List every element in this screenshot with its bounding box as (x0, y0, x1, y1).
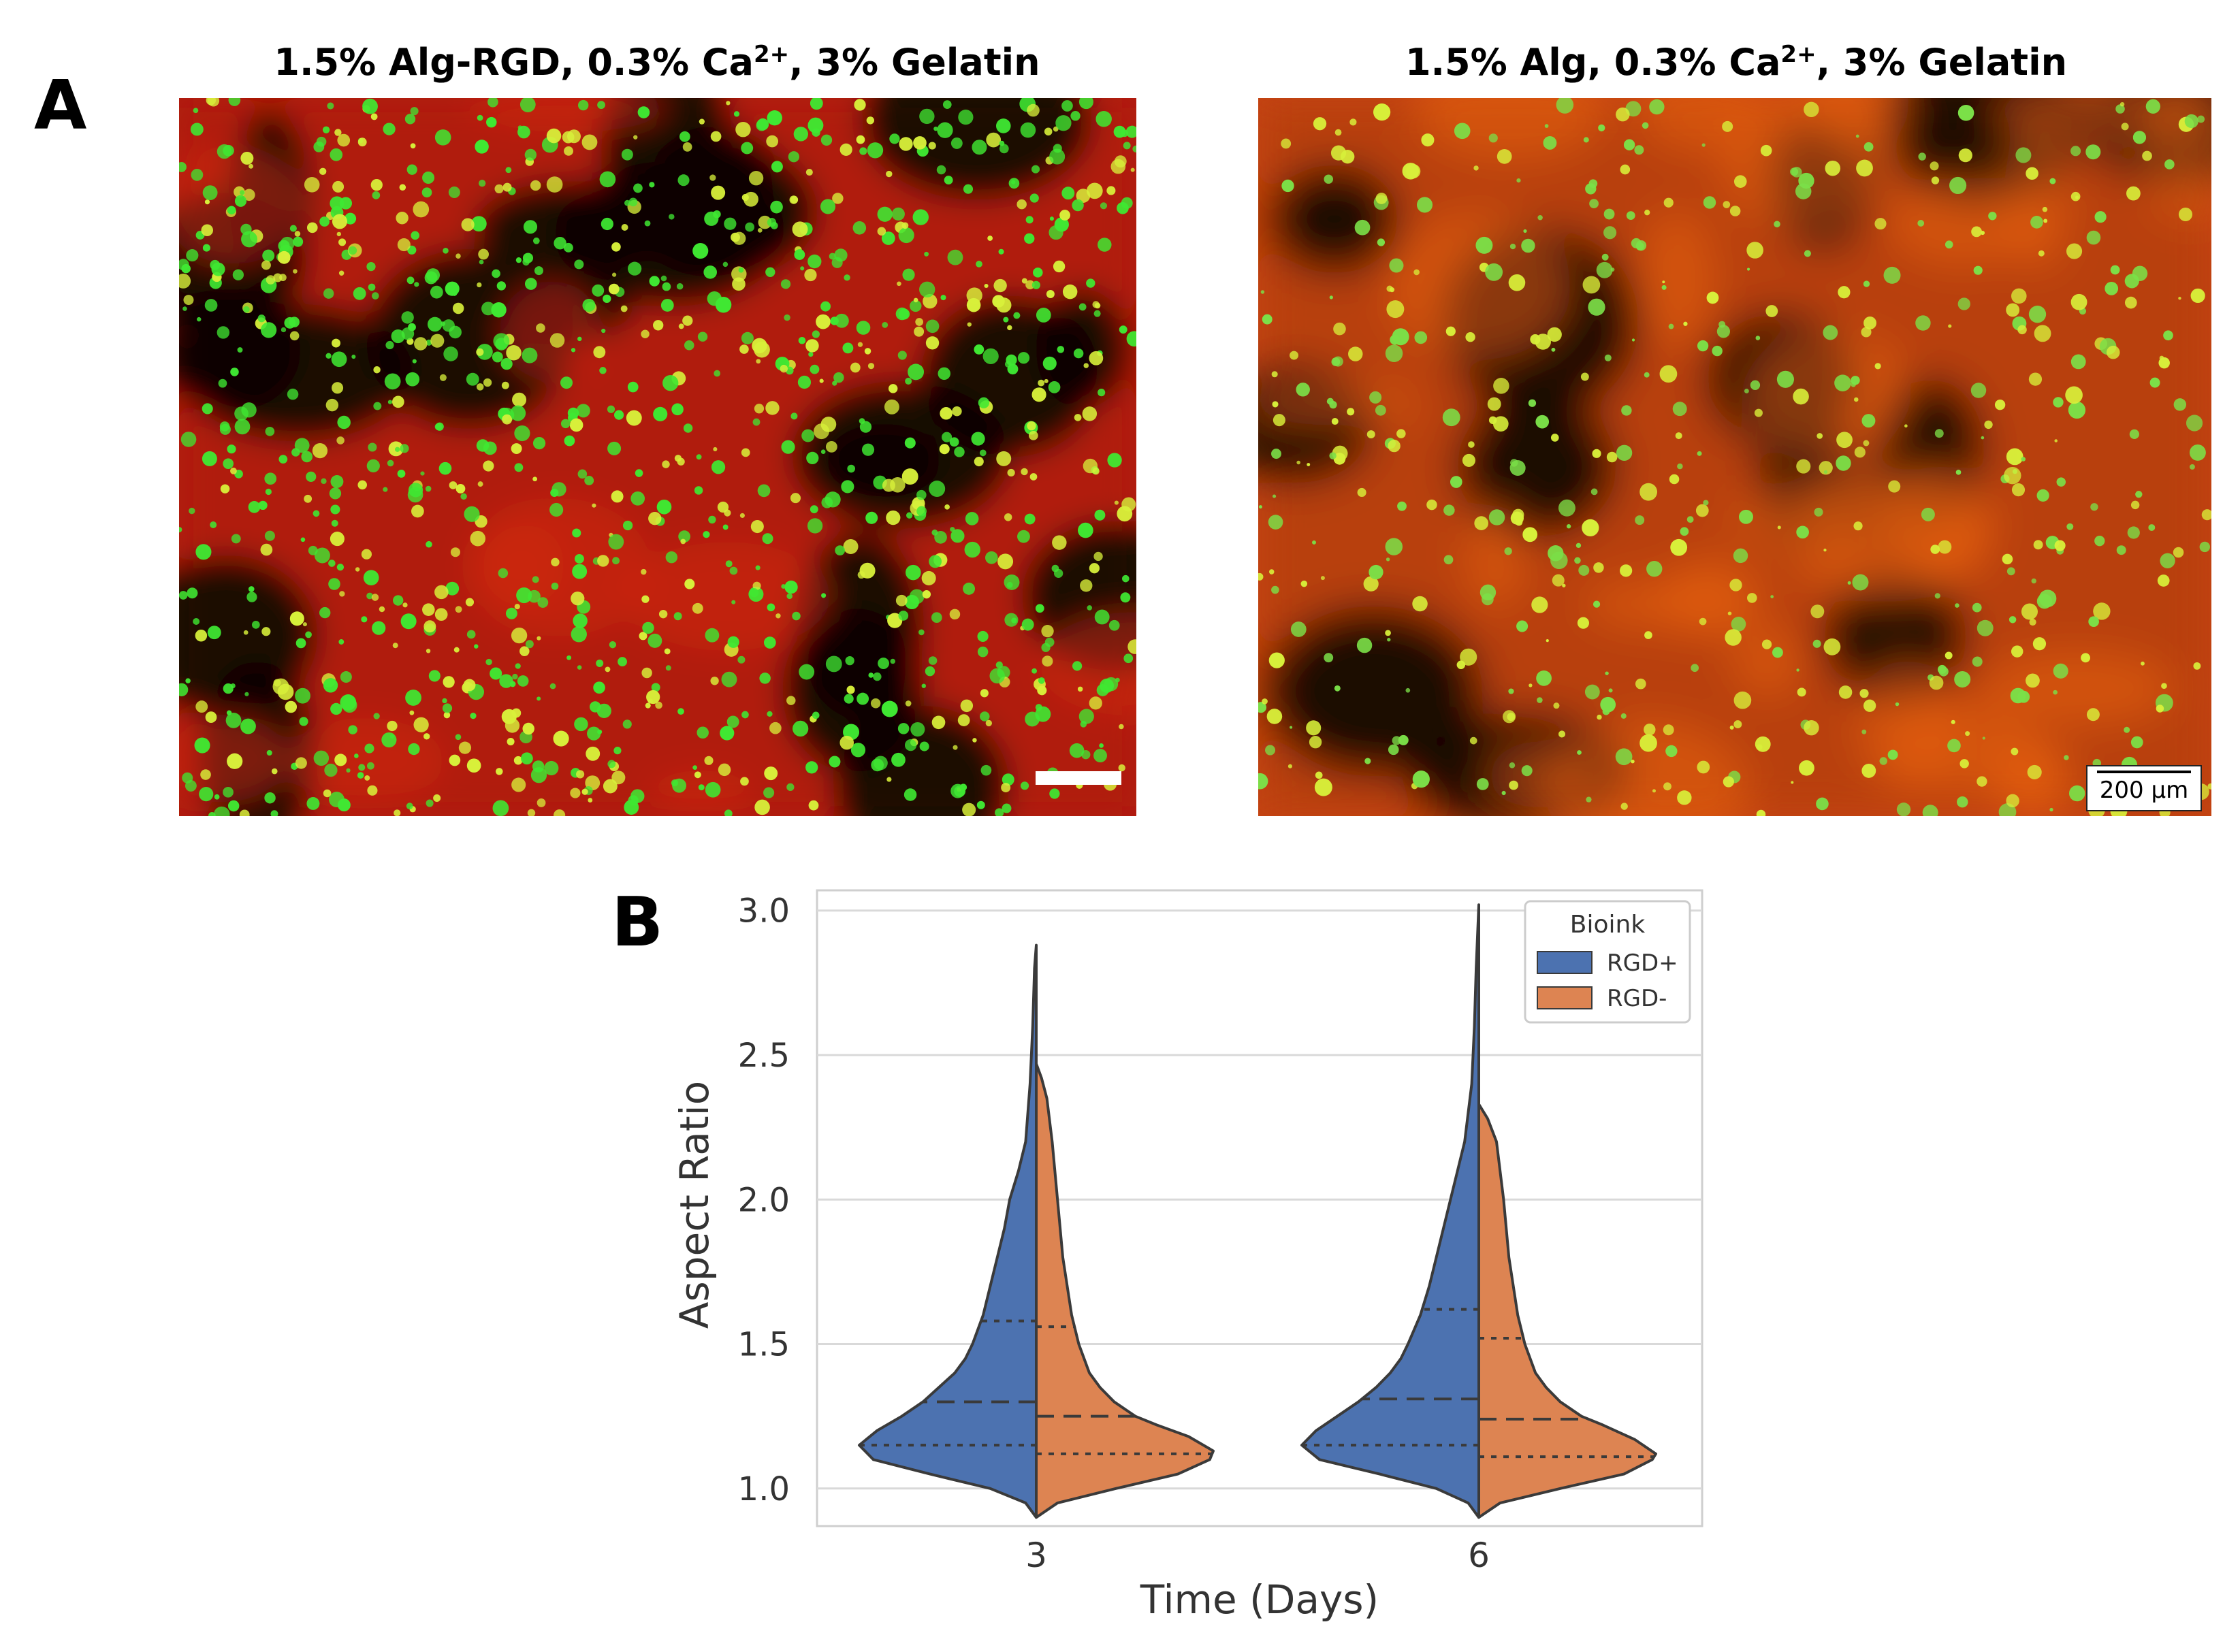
panel-b-letter: B (611, 882, 664, 962)
violin-RGD--day-6 (1477, 1103, 1657, 1519)
right-title-text: 1.5% Alg, 0.3% Ca (1405, 41, 1781, 84)
right-title-sup: 2+ (1780, 41, 1817, 68)
scale-bar (1036, 771, 1121, 785)
scale-bar-label: 200 µm (2099, 777, 2189, 804)
micrograph-background (1258, 98, 2211, 816)
y-axis-label: Aspect Ratio (671, 1081, 718, 1329)
legend-swatch-RGD+ (1537, 951, 1593, 974)
y-tick-label: 1.5 (738, 1326, 790, 1364)
violin-RGD--day-3 (1035, 1062, 1215, 1519)
x-axis-label: Time (Days) (1140, 1576, 1379, 1623)
scale-bar-label-box: 200 µm (2086, 765, 2202, 811)
micrograph-alg-rgd (179, 98, 1136, 816)
y-tick-label: 1.0 (738, 1470, 790, 1508)
x-tick-label: 3 (1025, 1536, 1047, 1575)
left-title-rest: , 3% Gelatin (789, 41, 1040, 84)
violin-chart: 1.0 1.5 2.0 2.5 3.0 3 6 Time (Days) Aspect Ratio… (671, 889, 1703, 1623)
violin-RGD+-day-3 (858, 943, 1038, 1519)
panel-a-letter: A (34, 65, 87, 145)
left-title-sup: 2+ (754, 41, 790, 68)
scale-bar-line (2097, 771, 2191, 773)
x-tick-label: 6 (1468, 1536, 1490, 1575)
y-tick-label: 2.0 (738, 1181, 790, 1219)
y-tick-label: 2.5 (738, 1037, 790, 1075)
legend-label-RGD+: RGD+ (1607, 950, 1678, 977)
y-tick-label: 3.0 (738, 892, 790, 930)
left-image-title: 1.5% Alg-RGD, 0.3% Ca2+, 3% Gelatin (180, 41, 1134, 84)
legend-swatch-RGD- (1537, 986, 1593, 1009)
micrograph-cells (179, 98, 1136, 816)
left-title-text: 1.5% Alg-RGD, 0.3% Ca (274, 41, 754, 84)
legend-label-RGD-: RGD- (1607, 985, 1667, 1012)
micrograph-right-canvas (1258, 98, 2211, 816)
violin-RGD+-day-6 (1300, 903, 1480, 1519)
right-title-rest: , 3% Gelatin (1816, 41, 2068, 84)
legend-title: Bioink (1570, 911, 1646, 939)
micrograph-left-canvas (179, 98, 1136, 816)
legend: Bioink RGD+ RGD- (1524, 900, 1691, 1024)
right-image-title: 1.5% Alg, 0.3% Ca2+, 3% Gelatin (1260, 41, 2213, 84)
micrograph-alg: 200 µm (1258, 98, 2211, 816)
